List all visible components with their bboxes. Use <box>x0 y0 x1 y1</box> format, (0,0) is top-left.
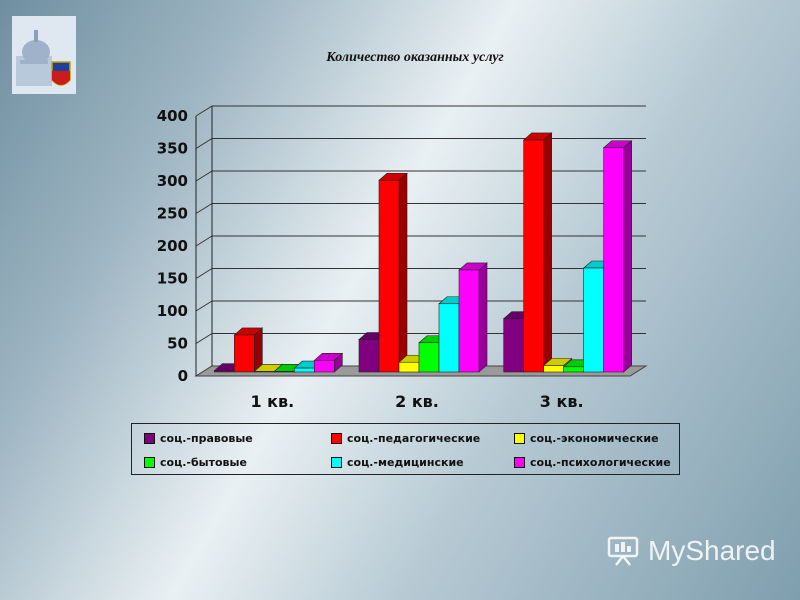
coat-of-arms-logo <box>12 16 76 94</box>
bar-side <box>398 172 408 373</box>
bar-front <box>314 359 335 373</box>
legend-label: соц.-психологические <box>530 455 671 469</box>
gridline-depth <box>195 105 213 117</box>
bar-side <box>478 262 488 373</box>
bar-front <box>294 367 315 373</box>
y-tick-label: 150 <box>157 270 188 288</box>
gridline-depth <box>195 235 213 247</box>
bar-side <box>543 132 552 373</box>
chart-labels: 0 50 100 150 200 250 300 350 400 1 кв. 2 кв. 3 кв. <box>157 107 584 411</box>
chart-legend: соц.-правовые соц.-педагогические соц.-эко… <box>131 423 680 475</box>
bar-front <box>398 361 420 373</box>
myshared-watermark: MyShared <box>606 534 776 568</box>
legend-item: соц.-бытовые <box>144 450 331 474</box>
bar-front <box>543 365 564 373</box>
y-tick-label: 350 <box>157 140 188 158</box>
legend-label: соц.-педагогические <box>347 431 481 445</box>
legend-label: соц.-медицинские <box>347 455 464 469</box>
legend-label: соц.-правовые <box>160 431 253 445</box>
legend-item: соц.-правовые <box>144 426 331 450</box>
bar <box>378 172 408 373</box>
chart-axes <box>194 106 648 377</box>
bar-front <box>274 371 295 373</box>
bar-front <box>563 366 584 373</box>
bar-front <box>234 334 255 373</box>
legend-item: соц.-психологические <box>514 450 691 474</box>
y-tick-label: 0 <box>178 367 188 385</box>
bar <box>233 327 264 373</box>
y-tick-label: 300 <box>157 172 188 190</box>
legend-swatch <box>144 432 155 444</box>
gridline-depth <box>195 203 213 214</box>
legend-item: соц.-педагогические <box>331 426 514 450</box>
legend-swatch <box>514 432 525 444</box>
y-tick-label: 200 <box>157 237 188 255</box>
bar-front <box>458 269 480 373</box>
bar <box>313 352 344 373</box>
y-tick-label: 50 <box>167 335 188 353</box>
chart-bars <box>213 132 633 373</box>
bar <box>522 132 553 373</box>
legend-label: соц.-бытовые <box>160 455 247 469</box>
chart-gridlines <box>195 105 646 377</box>
bar-front <box>438 303 460 373</box>
x-category-label: 1 кв. <box>250 392 294 411</box>
bar-front <box>358 339 380 373</box>
y-tick-label: 100 <box>157 302 188 320</box>
legend-swatch <box>331 456 342 468</box>
bar-front <box>503 318 524 373</box>
gridline-depth <box>195 138 213 149</box>
legend-swatch <box>514 456 525 468</box>
bar-front <box>378 179 400 373</box>
gridline-depth <box>195 300 213 312</box>
legend-item: соц.-медицинские <box>331 450 514 474</box>
legend-swatch <box>331 432 342 444</box>
gridline-depth <box>195 333 213 344</box>
bar-front <box>418 342 440 373</box>
bar-front <box>583 267 604 373</box>
x-category-label: 3 кв. <box>540 392 584 411</box>
slide-title: Количество оказанных услуг <box>326 50 504 65</box>
bar-front <box>214 370 235 373</box>
brand-text: MyShared <box>648 535 776 566</box>
legend-swatch <box>144 456 155 468</box>
y-tick-label: 250 <box>157 205 188 223</box>
bar <box>602 140 633 373</box>
bar-front <box>523 139 544 373</box>
bar-side <box>623 140 632 373</box>
legend-label: соц.-экономические <box>530 431 659 445</box>
bar <box>458 262 488 373</box>
presentation-board-icon <box>607 536 639 566</box>
bar-front <box>603 147 624 373</box>
gridline-depth <box>195 170 213 182</box>
x-category-label: 2 кв. <box>395 392 439 411</box>
bar-front <box>254 371 275 373</box>
gridline-depth <box>195 268 213 279</box>
legend-item: соц.-экономические <box>514 426 691 450</box>
y-tick-label: 400 <box>157 107 188 125</box>
